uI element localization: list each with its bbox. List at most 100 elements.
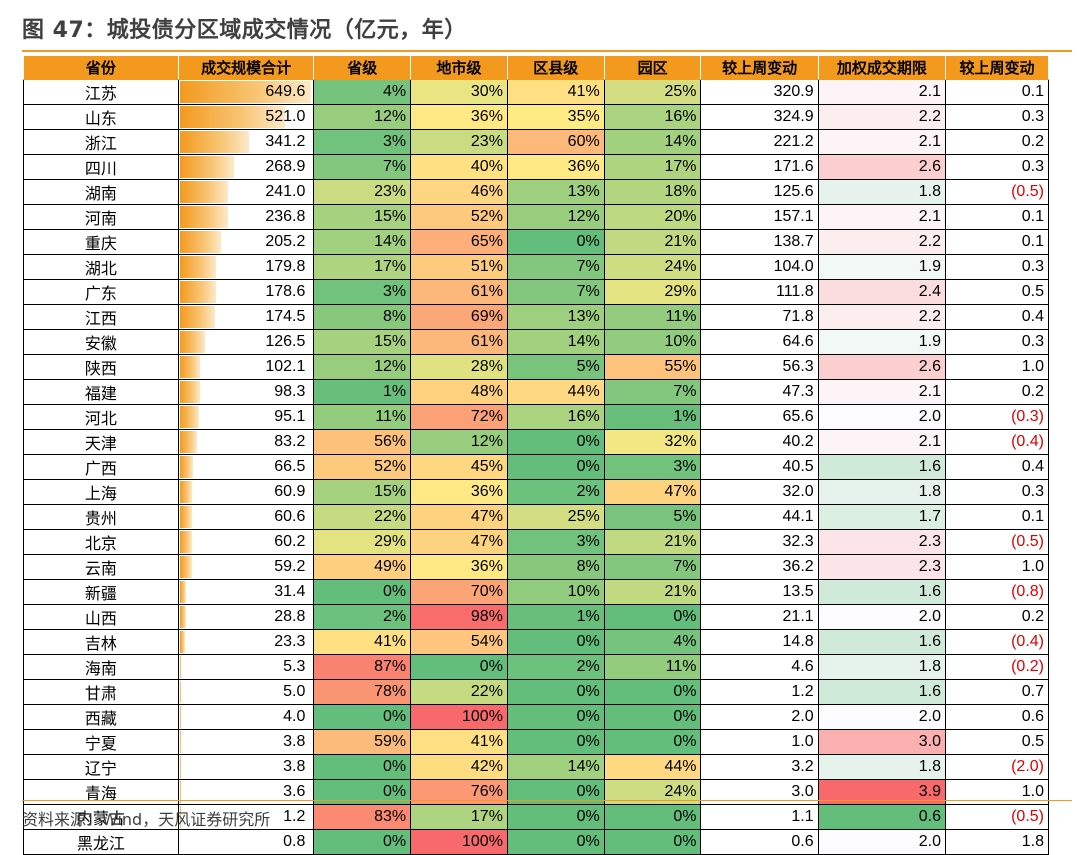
park-share-cell: 47%	[604, 480, 701, 505]
city-share-cell: 36%	[411, 105, 508, 130]
county-share-cell: 14%	[507, 755, 604, 780]
city-share-cell: 48%	[411, 380, 508, 405]
weighted-term-cell: 1.8	[818, 180, 945, 205]
total-cell: 205.2	[178, 230, 314, 255]
weekly-change-cell: 157.1	[701, 205, 818, 230]
province-cell: 重庆	[24, 230, 179, 255]
weighted-term-cell: 1.9	[818, 330, 945, 355]
weekly-change-cell: 320.9	[701, 80, 818, 105]
total-value: 60.2	[274, 533, 309, 550]
provincial-share-cell: 87%	[314, 655, 411, 680]
park-share-cell: 18%	[604, 180, 701, 205]
term-change-cell: (0.8)	[946, 580, 1049, 605]
county-share-cell: 14%	[507, 330, 604, 355]
weekly-change-cell: 221.2	[701, 130, 818, 155]
total-value: 102.1	[265, 358, 309, 375]
total-data-bar	[180, 681, 181, 703]
total-data-bar	[180, 606, 186, 628]
provincial-share-cell: 41%	[314, 630, 411, 655]
total-value: 205.2	[265, 233, 309, 250]
county-share-cell: 13%	[507, 180, 604, 205]
province-cell: 山东	[24, 105, 179, 130]
park-share-cell: 0%	[604, 605, 701, 630]
city-share-cell: 36%	[411, 555, 508, 580]
total-value: 3.8	[283, 758, 309, 775]
provincial-share-cell: 7%	[314, 155, 411, 180]
total-cell: 521.0	[178, 105, 314, 130]
total-data-bar	[180, 156, 234, 178]
total-cell: 66.5	[178, 455, 314, 480]
term-change-cell: 0.1	[946, 505, 1049, 530]
term-change-cell: (0.4)	[946, 430, 1049, 455]
weighted-term-cell: 3.0	[818, 730, 945, 755]
total-data-bar	[180, 531, 192, 553]
city-share-cell: 98%	[411, 605, 508, 630]
province-cell: 上海	[24, 480, 179, 505]
park-share-cell: 0%	[604, 680, 701, 705]
city-share-cell: 65%	[411, 230, 508, 255]
weighted-term-cell: 1.8	[818, 755, 945, 780]
provincial-share-cell: 1%	[314, 380, 411, 405]
city-share-cell: 61%	[411, 280, 508, 305]
total-data-bar	[180, 256, 216, 278]
province-cell: 西藏	[24, 705, 179, 730]
county-share-cell: 13%	[507, 305, 604, 330]
term-change-cell: 0.7	[946, 680, 1049, 705]
total-value: 59.2	[274, 558, 309, 575]
provincial-share-cell: 8%	[314, 305, 411, 330]
term-change-cell: (2.0)	[946, 755, 1049, 780]
weekly-change-cell: 13.5	[701, 580, 818, 605]
total-value: 3.8	[283, 733, 309, 750]
weighted-term-cell: 2.6	[818, 155, 945, 180]
county-share-cell: 0%	[507, 680, 604, 705]
province-cell: 广西	[24, 455, 179, 480]
city-share-cell: 69%	[411, 305, 508, 330]
city-share-cell: 47%	[411, 505, 508, 530]
city-share-cell: 30%	[411, 80, 508, 105]
park-share-cell: 21%	[604, 230, 701, 255]
total-value: 95.1	[274, 408, 309, 425]
county-share-cell: 7%	[507, 255, 604, 280]
total-cell: 241.0	[178, 180, 314, 205]
total-cell: 174.5	[178, 305, 314, 330]
total-data-bar	[180, 731, 181, 753]
col-header-park: 园区	[604, 56, 701, 80]
park-share-cell: 7%	[604, 555, 701, 580]
provincial-share-cell: 56%	[314, 430, 411, 455]
weekly-change-cell: 56.3	[701, 355, 818, 380]
total-cell: 83.2	[178, 430, 314, 455]
weighted-term-cell: 1.6	[818, 680, 945, 705]
col-header-city: 地市级	[411, 56, 508, 80]
city-share-cell: 42%	[411, 755, 508, 780]
weighted-term-cell: 2.2	[818, 305, 945, 330]
county-share-cell: 10%	[507, 580, 604, 605]
city-share-cell: 100%	[411, 830, 508, 855]
county-share-cell: 0%	[507, 455, 604, 480]
county-share-cell: 2%	[507, 480, 604, 505]
park-share-cell: 3%	[604, 455, 701, 480]
total-cell: 60.6	[178, 505, 314, 530]
total-value: 23.3	[274, 633, 309, 650]
total-value: 0.8	[283, 833, 309, 850]
region-trade-table: 省份 成交规模合计 省级 地市级 区县级 园区 较上周变动 加权成交期限 较上周…	[23, 55, 1049, 855]
province-cell: 湖南	[24, 180, 179, 205]
source-rule	[22, 800, 1072, 801]
park-share-cell: 11%	[604, 655, 701, 680]
province-cell: 天津	[24, 430, 179, 455]
total-cell: 3.8	[178, 755, 314, 780]
